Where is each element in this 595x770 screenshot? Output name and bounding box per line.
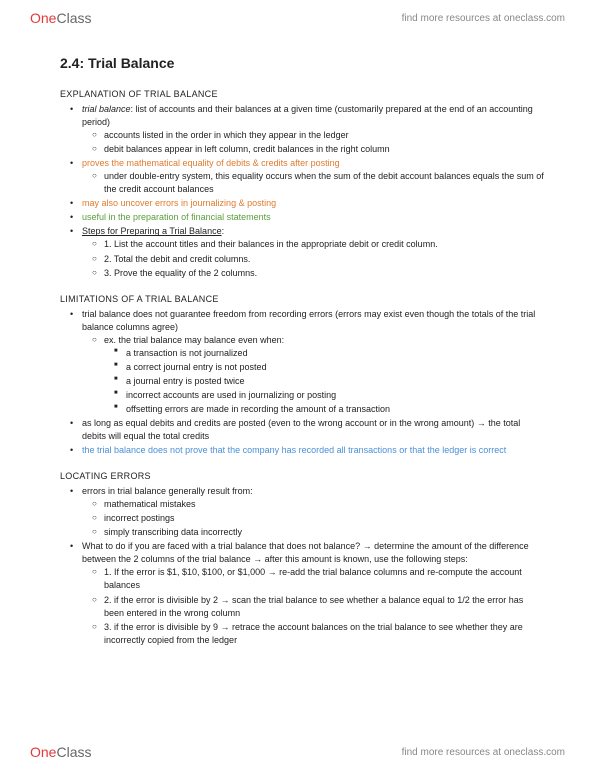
list-item-text: 1. If the error is $1, $10, $100, or $1,… [104,567,522,590]
list-item-text: accounts listed in the order in which th… [104,130,349,140]
logo-one-footer: One [30,744,56,760]
list-item: offsetting errors are made in recording … [104,403,545,416]
list-item-text: 2. Total the debit and credit columns. [104,254,250,264]
list-item-text: useful in the preparation of financial s… [82,212,271,222]
logo-class: Class [56,10,91,26]
list-item: mathematical mistakes [82,498,545,511]
list-item: 1. If the error is $1, $10, $100, or $1,… [82,566,545,592]
document-body: 2.4: Trial Balance EXPLANATION OF TRIAL … [60,55,545,725]
list-item: useful in the preparation of financial s… [60,211,545,224]
list-item-text: incorrect postings [104,513,175,523]
list-item: simply transcribing data incorrectly [82,526,545,539]
list-item: the trial balance does not prove that th… [60,444,545,457]
list-item: What to do if you are faced with a trial… [60,540,545,646]
list-item-text: Steps for Preparing a Trial Balance [82,226,222,236]
list-item: Steps for Preparing a Trial Balance:1. L… [60,225,545,279]
footer-tagline: find more resources at oneclass.com [402,747,565,758]
page-footer: OneClass find more resources at oneclass… [0,734,595,770]
list-item: under double-entry system, this equality… [82,170,545,196]
list-item: 1. List the account titles and their bal… [82,238,545,251]
list-item-text: may also uncover errors in journalizing … [82,198,276,208]
list-item: incorrect postings [82,512,545,525]
list-item: 3. if the error is divisible by 9 → retr… [82,621,545,647]
list-item-text: under double-entry system, this equality… [104,171,544,194]
list-item: 2. Total the debit and credit columns. [82,253,545,266]
list-item-text: 1. List the account titles and their bal… [104,239,438,249]
list-item: accounts listed in the order in which th… [82,129,545,142]
list-item-text: simply transcribing data incorrectly [104,527,242,537]
list-item-text: errors in trial balance generally result… [82,486,253,496]
list-item-text: as long as equal debits and credits are … [82,418,520,441]
bullet-list: trial balance does not guarantee freedom… [60,308,545,458]
list-item: ex. the trial balance may balance even w… [82,334,545,416]
list-item: may also uncover errors in journalizing … [60,197,545,210]
list-item: a correct journal entry is not posted [104,361,545,374]
list-item: proves the mathematical equality of debi… [60,157,545,196]
list-item: a transaction is not journalized [104,347,545,360]
header-tagline: find more resources at oneclass.com [402,13,565,24]
brand-logo: OneClass [30,10,91,26]
list-item: 3. Prove the equality of the 2 columns. [82,267,545,280]
list-item-text: the trial balance does not prove that th… [82,445,506,455]
list-item-text: 3. Prove the equality of the 2 columns. [104,268,257,278]
list-item-text: trial balance does not guarantee freedom… [82,309,535,332]
list-item: incorrect accounts are used in journaliz… [104,389,545,402]
section-heading: LOCATING ERRORS [60,471,545,481]
list-item-text: What to do if you are faced with a trial… [82,541,529,564]
page-title: 2.4: Trial Balance [60,55,545,71]
list-item-text: mathematical mistakes [104,499,196,509]
brand-logo-footer: OneClass [30,744,91,760]
list-item-text: debit balances appear in left column, cr… [104,144,390,154]
list-item-text: ex. the trial balance may balance even w… [104,335,284,345]
list-item-text: trial balance: list of accounts and thei… [82,104,533,127]
bullet-list: trial balance: list of accounts and thei… [60,103,545,280]
list-item: errors in trial balance generally result… [60,485,545,539]
list-item: a journal entry is posted twice [104,375,545,388]
list-item-text: 2. if the error is divisible by 2 → scan… [104,595,523,618]
bullet-list: errors in trial balance generally result… [60,485,545,647]
list-item: trial balance does not guarantee freedom… [60,308,545,416]
list-item-text: 3. if the error is divisible by 9 → retr… [104,622,523,645]
section-heading: EXPLANATION OF TRIAL BALANCE [60,89,545,99]
list-item: 2. if the error is divisible by 2 → scan… [82,594,545,620]
logo-class-footer: Class [56,744,91,760]
list-item: trial balance: list of accounts and thei… [60,103,545,156]
list-item: as long as equal debits and credits are … [60,417,545,443]
list-item: debit balances appear in left column, cr… [82,143,545,156]
page-header: OneClass find more resources at oneclass… [0,0,595,36]
section-heading: LIMITATIONS OF A TRIAL BALANCE [60,294,545,304]
list-item-text: proves the mathematical equality of debi… [82,158,340,168]
logo-one: One [30,10,56,26]
